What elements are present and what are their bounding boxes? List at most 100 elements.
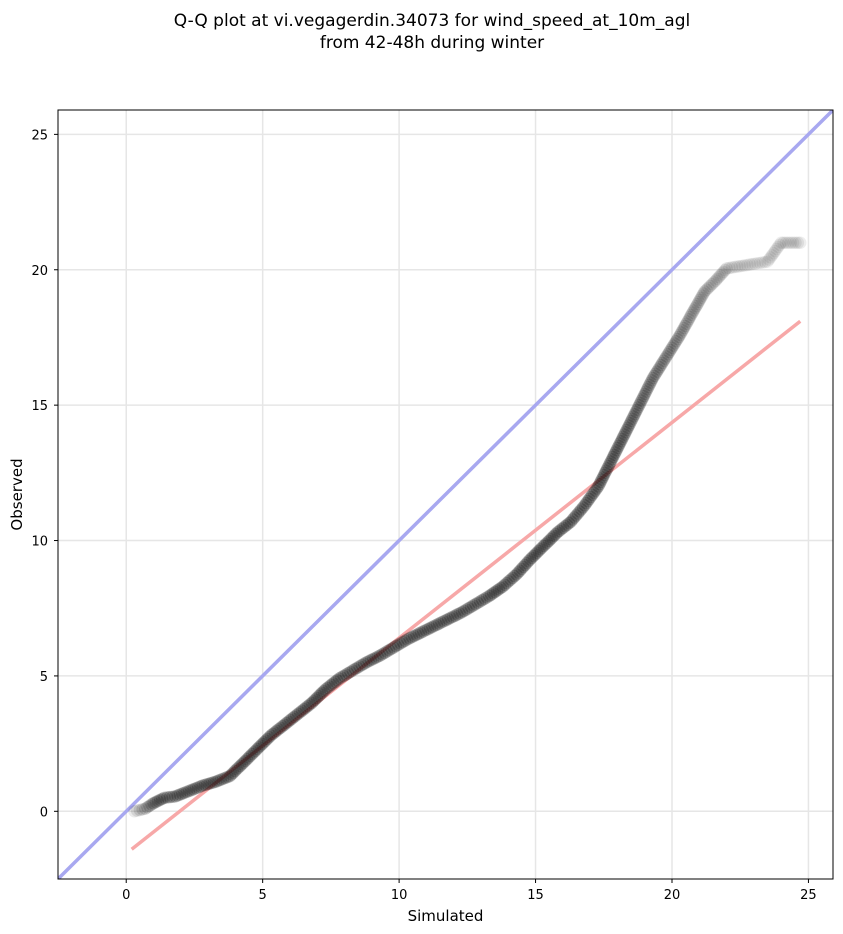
quantile-point xyxy=(571,507,585,520)
quantile-point xyxy=(163,790,177,804)
quantile-point xyxy=(630,403,644,416)
quantile-point xyxy=(444,611,457,625)
quantile-point xyxy=(725,261,739,274)
quantile-point xyxy=(748,257,762,270)
quantile-point xyxy=(143,799,156,813)
quantile-point xyxy=(596,471,610,484)
quantile-point xyxy=(532,544,545,558)
quantile-point xyxy=(282,715,295,728)
quantile-point xyxy=(335,671,348,684)
quantile-point xyxy=(694,291,708,304)
quantile-point xyxy=(676,324,689,337)
quantile-point xyxy=(649,367,662,380)
quantile-point xyxy=(291,707,305,720)
quantile-point xyxy=(738,259,751,272)
x-tick-label: 25 xyxy=(800,888,817,903)
quantile-point xyxy=(133,803,147,817)
quantile-point xyxy=(407,629,421,643)
quantile-point xyxy=(337,669,350,683)
y-tick-label: 0 xyxy=(40,805,48,820)
quantile-point xyxy=(430,618,444,631)
quantile-point xyxy=(562,516,576,530)
y-axis-label: Observed xyxy=(8,458,26,530)
quantile-point xyxy=(697,287,710,300)
quantile-point xyxy=(228,764,242,778)
quantile-point xyxy=(704,279,717,293)
quantile-point xyxy=(560,518,574,531)
quantile-point xyxy=(426,620,439,634)
quantile-point xyxy=(612,439,625,452)
quantile-point xyxy=(462,602,475,615)
quantile-point xyxy=(351,661,364,674)
y-tick-label: 10 xyxy=(31,535,48,550)
quantile-point xyxy=(618,428,631,441)
quantile-point xyxy=(539,538,552,551)
quantile-point xyxy=(240,753,254,766)
quantile-point xyxy=(638,387,652,401)
quantile-point xyxy=(457,604,471,618)
quantile-point xyxy=(634,396,647,410)
quantile-point xyxy=(779,236,793,249)
quantile-point xyxy=(733,260,746,273)
quantile-point xyxy=(299,701,313,714)
x-axis-label: Simulated xyxy=(408,907,484,925)
quantile-point xyxy=(621,421,635,434)
quantile-point xyxy=(564,515,578,528)
quantile-point xyxy=(439,614,453,627)
quantile-point xyxy=(321,681,334,695)
quantile-point xyxy=(484,588,498,601)
quantile-point xyxy=(696,289,709,302)
quantile-point xyxy=(476,593,489,607)
quantile-point xyxy=(758,255,772,269)
quantile-point xyxy=(471,596,484,609)
quantile-point xyxy=(637,389,650,403)
quantile-point xyxy=(378,646,391,660)
quantile-point xyxy=(537,539,550,553)
quantile-point xyxy=(180,785,193,799)
quantile-point xyxy=(728,260,741,274)
quantile-point xyxy=(332,672,346,685)
quantile-point xyxy=(278,718,291,731)
quantile-point xyxy=(653,361,666,374)
quantile-point xyxy=(389,639,403,653)
quantile-point xyxy=(777,236,790,249)
quantile-point xyxy=(149,795,162,809)
quantile-point xyxy=(410,628,423,642)
quantile-point xyxy=(534,543,547,556)
quantile-point xyxy=(310,691,324,705)
quantile-point xyxy=(652,363,665,376)
quantile-point xyxy=(583,492,596,506)
quantile-point xyxy=(464,600,478,614)
quantile-point xyxy=(628,408,641,421)
quantile-point xyxy=(613,437,627,450)
quantile-point xyxy=(230,763,243,776)
quantile-point xyxy=(455,606,469,619)
quantile-point xyxy=(636,392,649,405)
quantile-point xyxy=(435,616,448,629)
quantile-point xyxy=(650,365,664,378)
quantile-point xyxy=(245,747,259,761)
quantile-point xyxy=(635,394,648,407)
quantile-point xyxy=(290,709,303,722)
quantile-point xyxy=(675,326,688,339)
quantile-point xyxy=(669,335,683,348)
quantile-point xyxy=(508,569,521,583)
quantile-point xyxy=(344,665,357,679)
x-tick-label: 10 xyxy=(391,888,408,903)
quantile-point xyxy=(176,787,189,800)
quantile-point xyxy=(504,573,517,586)
quantile-point xyxy=(553,524,566,538)
quantile-point xyxy=(544,533,557,546)
quantile-point xyxy=(232,761,245,774)
quantile-point xyxy=(139,802,152,815)
y-tick-label: 20 xyxy=(31,264,48,279)
quantile-point xyxy=(251,742,264,756)
quantile-point xyxy=(667,339,680,352)
quantile-point xyxy=(325,678,338,691)
quantile-point xyxy=(198,778,212,792)
quantile-point xyxy=(385,642,398,655)
quantile-point xyxy=(619,426,632,439)
quantile-point xyxy=(221,770,234,784)
quantile-point xyxy=(178,786,191,799)
y-tick-label: 25 xyxy=(31,128,48,143)
